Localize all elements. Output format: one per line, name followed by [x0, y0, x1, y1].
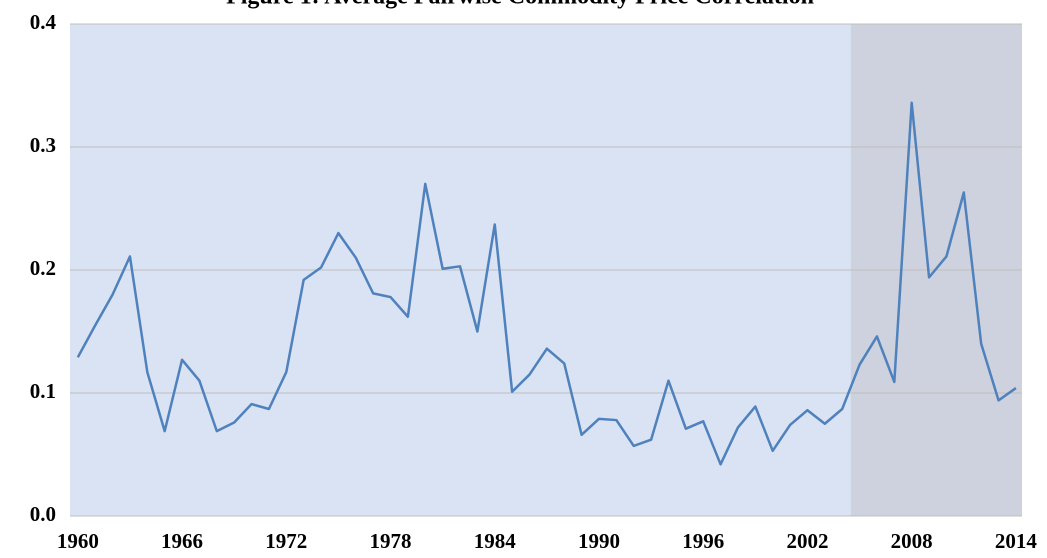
x-tick-label: 1978 [370, 529, 412, 553]
x-tick-label: 1996 [682, 529, 724, 553]
x-tick-label: 1966 [161, 529, 203, 553]
x-tick-label: 1972 [265, 529, 307, 553]
y-tick-label: 0.0 [30, 502, 56, 526]
x-tick-label: 1984 [474, 529, 517, 553]
x-tick-label: 1990 [578, 529, 620, 553]
data-line [76, 101, 1017, 466]
y-tick-label: 0.2 [30, 256, 56, 280]
chart-title: Figure 1: Average Pairwise Commodity Pri… [226, 0, 814, 10]
y-tick-label: 0.1 [30, 379, 56, 403]
x-tick-label: 2014 [995, 529, 1038, 553]
x-tick-label: 2008 [891, 529, 933, 553]
x-tick-label: 2002 [786, 529, 828, 553]
x-tick-label: 1960 [57, 529, 99, 553]
y-tick-label: 0.4 [30, 10, 57, 34]
y-tick-label: 0.3 [30, 133, 56, 157]
